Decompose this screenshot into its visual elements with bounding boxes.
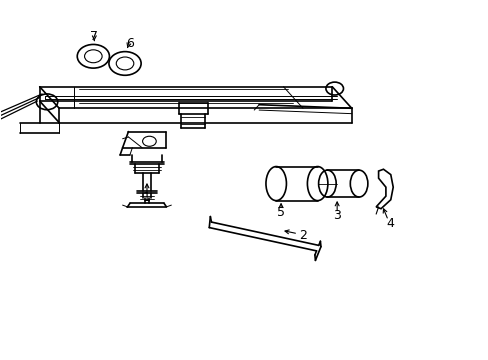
Text: 3: 3 xyxy=(332,210,341,222)
Text: 2: 2 xyxy=(299,229,306,242)
Text: 1: 1 xyxy=(143,192,151,204)
Text: 4: 4 xyxy=(386,216,394,230)
Text: 7: 7 xyxy=(90,30,98,43)
Text: 6: 6 xyxy=(126,37,134,50)
Text: 5: 5 xyxy=(277,206,285,219)
